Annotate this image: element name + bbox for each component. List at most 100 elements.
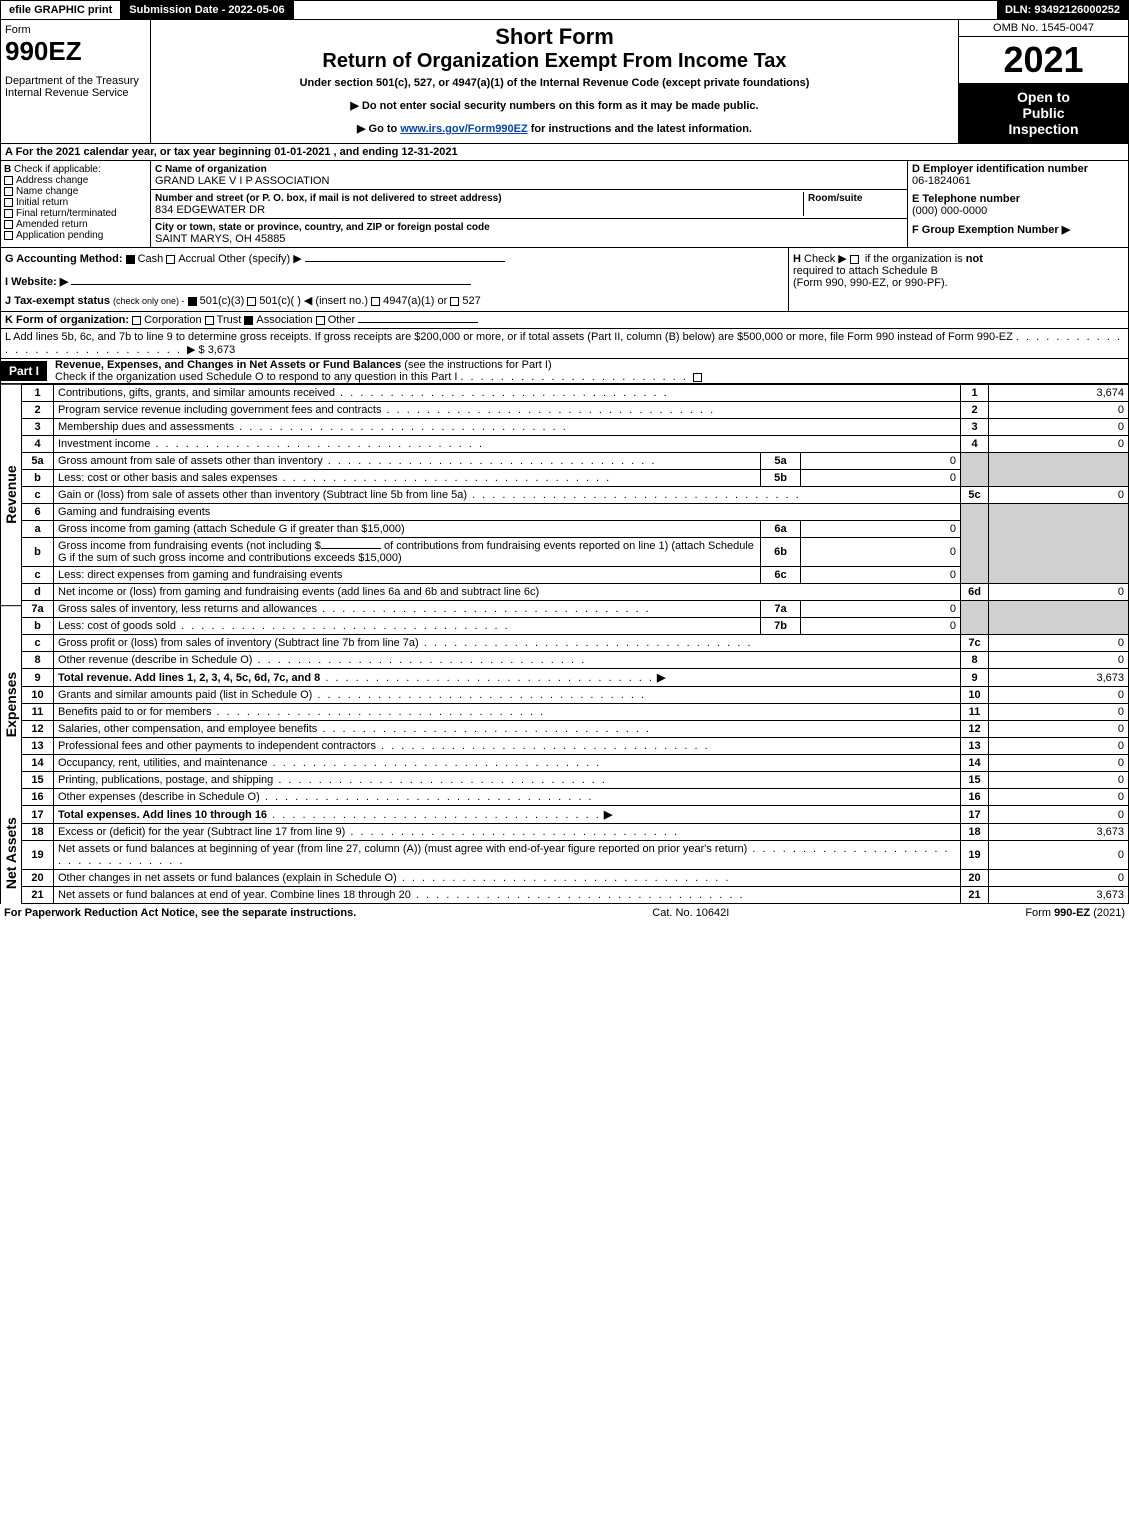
cb-corporation[interactable] xyxy=(132,316,141,325)
line-7c-num: c xyxy=(22,635,54,652)
i-label: I Website: ▶ xyxy=(5,276,68,288)
line-1-ref: 1 xyxy=(961,385,989,402)
part1-check-text: Check if the organization used Schedule … xyxy=(55,371,457,383)
lbl-corporation: Corporation xyxy=(144,314,201,326)
line-6c-sa: 0 xyxy=(801,567,961,584)
sidebar-expenses: Expenses xyxy=(1,605,21,802)
line-4-text: Investment income xyxy=(54,436,961,453)
line-11-num: 11 xyxy=(22,704,54,721)
line-1-num: 1 xyxy=(22,385,54,402)
line-6d-text: Net income or (loss) from gaming and fun… xyxy=(54,584,961,601)
cb-final-return[interactable] xyxy=(4,209,13,218)
line-19-text: Net assets or fund balances at beginning… xyxy=(54,841,961,870)
line-12-ref: 12 xyxy=(961,721,989,738)
line-17-amt: 0 xyxy=(989,806,1129,824)
line-5c-ref: 5c xyxy=(961,487,989,504)
k-label: K Form of organization: xyxy=(5,314,129,326)
line-19-num: 19 xyxy=(22,841,54,870)
cb-initial-return[interactable] xyxy=(4,198,13,207)
shade-6 xyxy=(961,504,989,584)
gh-right: H Check ▶ if the organization is not req… xyxy=(788,248,1128,311)
cb-527[interactable] xyxy=(450,297,459,306)
org-city: SAINT MARYS, OH 45885 xyxy=(155,233,285,245)
line-14: 14Occupancy, rent, utilities, and mainte… xyxy=(22,755,1129,772)
cb-accrual[interactable] xyxy=(166,255,175,264)
line-19: 19Net assets or fund balances at beginni… xyxy=(22,841,1129,870)
shade-5-amt xyxy=(989,453,1129,487)
cb-amended-return[interactable] xyxy=(4,220,13,229)
line-16-ref: 16 xyxy=(961,789,989,806)
j-label: J Tax-exempt status xyxy=(5,295,110,307)
line-6b-sa: 0 xyxy=(801,538,961,567)
line-10-amt: 0 xyxy=(989,687,1129,704)
cb-association[interactable] xyxy=(244,316,253,325)
line-5a-num: 5a xyxy=(22,453,54,470)
g-row: G Accounting Method: Cash Accrual Other … xyxy=(5,252,784,265)
line-3-num: 3 xyxy=(22,419,54,436)
d-ein-value: 06-1824061 xyxy=(912,175,971,187)
cb-501c3[interactable] xyxy=(188,297,197,306)
line-13: 13Professional fees and other payments t… xyxy=(22,738,1129,755)
line-4-ref: 4 xyxy=(961,436,989,453)
line-17-text: Total expenses. Add lines 10 through 16 … xyxy=(54,806,961,824)
line-10-num: 10 xyxy=(22,687,54,704)
line-5c: cGain or (loss) from sale of assets othe… xyxy=(22,487,1129,504)
line-2-text: Program service revenue including govern… xyxy=(54,402,961,419)
line-7b-sa: 0 xyxy=(801,618,961,635)
cb-cash[interactable] xyxy=(126,255,135,264)
i-row: I Website: ▶ xyxy=(5,275,784,288)
dept-treasury: Department of the Treasury xyxy=(5,75,146,87)
cb-other-org[interactable] xyxy=(316,316,325,325)
line-3-ref: 3 xyxy=(961,419,989,436)
submission-date: Submission Date - 2022-05-06 xyxy=(121,1,293,19)
tax-year: 2021 xyxy=(959,37,1128,83)
line-5c-num: c xyxy=(22,487,54,504)
line-6c-num: c xyxy=(22,567,54,584)
line-17-num: 17 xyxy=(22,806,54,824)
lbl-application-pending: Application pending xyxy=(16,230,103,241)
other-method-input[interactable] xyxy=(305,261,505,262)
cb-501c[interactable] xyxy=(247,297,256,306)
line-6d-amt: 0 xyxy=(989,584,1129,601)
line-13-num: 13 xyxy=(22,738,54,755)
line-12: 12Salaries, other compensation, and empl… xyxy=(22,721,1129,738)
line-6b-input[interactable] xyxy=(321,548,381,549)
efile-link[interactable]: efile GRAPHIC print xyxy=(1,1,121,19)
line-19-ref: 19 xyxy=(961,841,989,870)
lines-table: 1Contributions, gifts, grants, and simil… xyxy=(21,384,1129,904)
form-number: 990EZ xyxy=(5,36,146,67)
c-name-label: C Name of organization xyxy=(155,164,267,175)
line-7c: cGross profit or (loss) from sales of in… xyxy=(22,635,1129,652)
line-20: 20Other changes in net assets or fund ba… xyxy=(22,870,1129,887)
line-6-num: 6 xyxy=(22,504,54,521)
cb-address-change[interactable] xyxy=(4,176,13,185)
cb-schedule-o[interactable] xyxy=(693,373,702,382)
cb-schedule-b[interactable] xyxy=(850,255,859,264)
irs-link[interactable]: www.irs.gov/Form990EZ xyxy=(400,123,527,135)
lbl-amended-return: Amended return xyxy=(16,219,88,230)
goto-post: for instructions and the latest informat… xyxy=(528,123,752,135)
cb-application-pending[interactable] xyxy=(4,231,13,240)
row-a-calendar-year: A For the 2021 calendar year, or tax yea… xyxy=(0,144,1129,161)
lbl-501c3: 501(c)(3) xyxy=(200,295,245,307)
h-label: H xyxy=(793,253,801,265)
part1-dots: . . . . . . . . . . . . . . . . . . . . … xyxy=(460,371,693,383)
cb-name-change[interactable] xyxy=(4,187,13,196)
col-b: B Check if applicable: Address change Na… xyxy=(1,161,151,247)
website-input[interactable] xyxy=(71,284,471,285)
inspection-badge: Open to Public Inspection xyxy=(959,83,1128,143)
line-6d-ref: 6d xyxy=(961,584,989,601)
cb-4947[interactable] xyxy=(371,297,380,306)
line-16-amt: 0 xyxy=(989,789,1129,806)
footer-catno: Cat. No. 10642I xyxy=(652,907,729,919)
line-2: 2Program service revenue including gover… xyxy=(22,402,1129,419)
cb-trust[interactable] xyxy=(205,316,214,325)
other-org-input[interactable] xyxy=(358,322,478,323)
line-5c-amt: 0 xyxy=(989,487,1129,504)
line-6a-sa: 0 xyxy=(801,521,961,538)
page-footer: For Paperwork Reduction Act Notice, see … xyxy=(0,904,1129,922)
line-6-text: Gaming and fundraising events xyxy=(54,504,961,521)
g-label: G Accounting Method: xyxy=(5,253,123,265)
line-8-ref: 8 xyxy=(961,652,989,669)
l-amount: ▶ $ 3,673 xyxy=(187,344,235,356)
